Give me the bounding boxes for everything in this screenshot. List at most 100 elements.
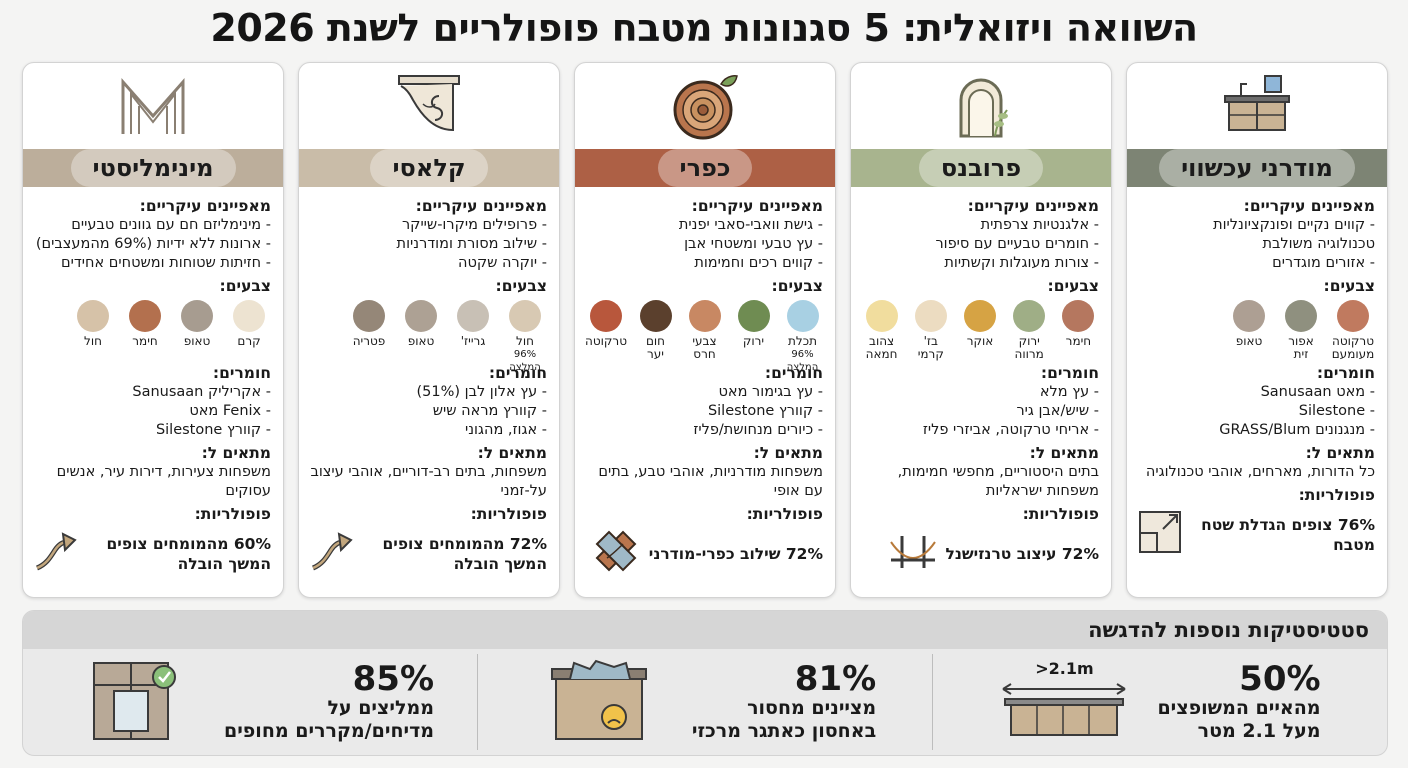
swatch-label: חום [645, 334, 666, 348]
swatch-dot [509, 300, 541, 332]
material-item: - מנגנונים GRASS/Blum [1219, 422, 1375, 438]
trend-up-arrow-icon [309, 528, 355, 580]
swatch-label: אפור זית [1288, 334, 1314, 361]
material-item: - שיש/אבן גיר [1016, 403, 1099, 419]
features-list: - פרופילים מיקרו-שייקר - שילוב מסורת ומוד… [309, 216, 547, 273]
log-slice-icon [575, 63, 835, 149]
swatch-label-2: חמאה [865, 347, 898, 361]
feature-item: - קווים רכים וחמימות [694, 255, 823, 271]
fit-label: מתאים ל: [201, 444, 271, 462]
stat-percent: 81% [794, 659, 877, 699]
features-list: - מינימליזם חם עם גוונים טבעיים - ארונות … [33, 216, 271, 273]
feature-item: - עץ טבעי ומשטחי אבן [684, 236, 823, 252]
island-measure-icon: >2.1m [999, 659, 1129, 745]
swatch-label-2: 96% המלצה [786, 349, 819, 373]
fit-label: מתאים ל: [1305, 444, 1375, 462]
style-card-0: מודרני עכשווי מאפיינים עיקריים: - קווים … [1126, 62, 1388, 598]
popularity-label: פופולריות: [746, 505, 823, 523]
swatch-dot [1013, 300, 1046, 332]
feature-item: - קווים נקיים ופונקציונליות [1213, 217, 1375, 233]
material-item: - מאט Sanusaan [1260, 384, 1375, 400]
feature-item: - גישת וואבי-סאבי יפנית [678, 217, 823, 233]
card-title: מינימליסטי [70, 149, 236, 187]
swatch-label: חול [516, 334, 534, 348]
material-item: - אקריליק Sanusaan [132, 384, 271, 400]
swatch-label-2: חרס [693, 347, 716, 361]
features-label: מאפיינים עיקריים: [967, 197, 1099, 215]
card-header-band: קלאסי [299, 149, 559, 187]
popularity-row: 72% מהמומחים צופים המשך הובלה [309, 528, 547, 580]
card-title: פרובנס [918, 149, 1044, 187]
popularity-text: 72% מהמומחים צופים המשך הובלה [382, 535, 547, 573]
style-card-1: פרובנס מאפיינים עיקריים: - אלגנטיות צרפת… [850, 62, 1112, 598]
swatch-label: ירוק [742, 334, 765, 348]
features-label: מאפיינים עיקריים: [139, 197, 271, 215]
style-card-3: קלאסי מאפיינים עיקריים: - פרופילים מיקרו… [298, 62, 560, 598]
stat-line-1: מציינים מחסור [747, 697, 877, 719]
stat-text-block: 50% מהאיים המשופצים מעל 2.1 מטר [1157, 661, 1320, 743]
features-label: מאפיינים עיקריים: [415, 197, 547, 215]
features-label: מאפיינים עיקריים: [691, 197, 823, 215]
materials-label: חומרים: [1040, 364, 1099, 382]
swatch-dot [1233, 300, 1265, 332]
color-swatch: טאופ [1227, 300, 1271, 360]
stat-text-block: 85% ממליצים על מדיחים/מקררים מחופים [224, 661, 434, 743]
features-list: - קווים נקיים ופונקציונליות טכנולוגיה משו… [1137, 216, 1375, 273]
color-swatch: טרקוטה [585, 300, 627, 360]
color-swatch: טרקוטה מעומעם [1331, 300, 1375, 361]
color-swatch: גרייז' [451, 300, 495, 360]
fit-text: משפחות מודרניות, אוהבי טבע, בתים עם אופי [598, 464, 823, 499]
colors-label: צבעים: [219, 277, 271, 295]
color-swatches: קרם טאופ חימר חול [33, 300, 271, 360]
arch-window-icon [851, 63, 1111, 149]
ornate-corbel-icon [299, 63, 559, 149]
features-list: - גישת וואבי-סאבי יפנית - עץ טבעי ומשטחי … [585, 216, 823, 273]
card-header-band: מודרני עכשווי [1127, 149, 1387, 187]
popularity-row: 72% עיצוב טרנזישנל [861, 528, 1099, 580]
swatch-label: טרקוטה [1332, 334, 1374, 348]
stat-line-2: מדיחים/מקררים מחופים [223, 720, 435, 742]
material-item: - קוורץ Silestone [155, 422, 271, 438]
bridge-icon [889, 528, 936, 580]
stat-text-block: 81% מציינים מחסור באחסון כאתגר מרכזי [692, 661, 876, 743]
swatch-label: טאופ [1235, 334, 1263, 348]
material-item: - קוורץ Silestone [707, 403, 823, 419]
swatch-dot [786, 300, 819, 332]
color-swatch: אפור זית [1279, 300, 1323, 361]
feature-item: - יוקרה שקטה [457, 255, 547, 271]
swatch-label: חימר [132, 334, 158, 348]
material-item: - עץ בגימור מאט [718, 384, 824, 400]
swatch-label: צבעי [692, 334, 717, 348]
fit-text: כל הדורות, מארחים, אוהבי טכנולוגיה [1145, 464, 1375, 480]
swatch-dot [77, 300, 109, 332]
swatch-label: אוקר [966, 334, 994, 348]
color-swatch: טאופ [399, 300, 443, 360]
fit-text: משפחות צעירות, דירות עיר, אנשים עסוקים [56, 464, 271, 499]
swatch-label: חימר [1065, 334, 1092, 348]
swatch-dot [457, 300, 489, 332]
swatch-label: טאופ [183, 334, 211, 348]
measure-label: >2.1m [1035, 659, 1094, 678]
card-header-band: כפרי [575, 149, 835, 187]
swatch-dot [1062, 300, 1095, 332]
fit-label: מתאים ל: [1029, 444, 1099, 462]
colors-label: צבעים: [495, 277, 547, 295]
overflowing-drawer-icon [534, 659, 664, 745]
color-swatch: חימר [123, 300, 167, 360]
materials-label: חומרים: [764, 364, 823, 382]
material-item: - אגוז, מהגוני [465, 422, 547, 438]
card-title: מודרני עכשווי [1159, 149, 1355, 187]
swatch-dot [590, 300, 623, 332]
popularity-label: פופולריות: [1022, 505, 1099, 523]
swatch-dot [1285, 300, 1317, 332]
feature-item: - ארונות ללא ידיות (69% מהמעצבים) [35, 236, 271, 252]
swatch-dot [639, 300, 672, 332]
swatch-dot [181, 300, 213, 332]
swatch-label: בז' [923, 334, 938, 348]
color-swatch: תכלת 96% המלצה [782, 300, 823, 373]
swatch-dot [233, 300, 265, 332]
card-title: כפרי [657, 149, 753, 187]
color-swatches: תכלת 96% המלצה ירוק צבעי חרס חום יער טרקוטה [585, 300, 823, 373]
swatch-label-2: יער [647, 347, 664, 361]
popularity-label: פופולריות: [194, 505, 271, 523]
